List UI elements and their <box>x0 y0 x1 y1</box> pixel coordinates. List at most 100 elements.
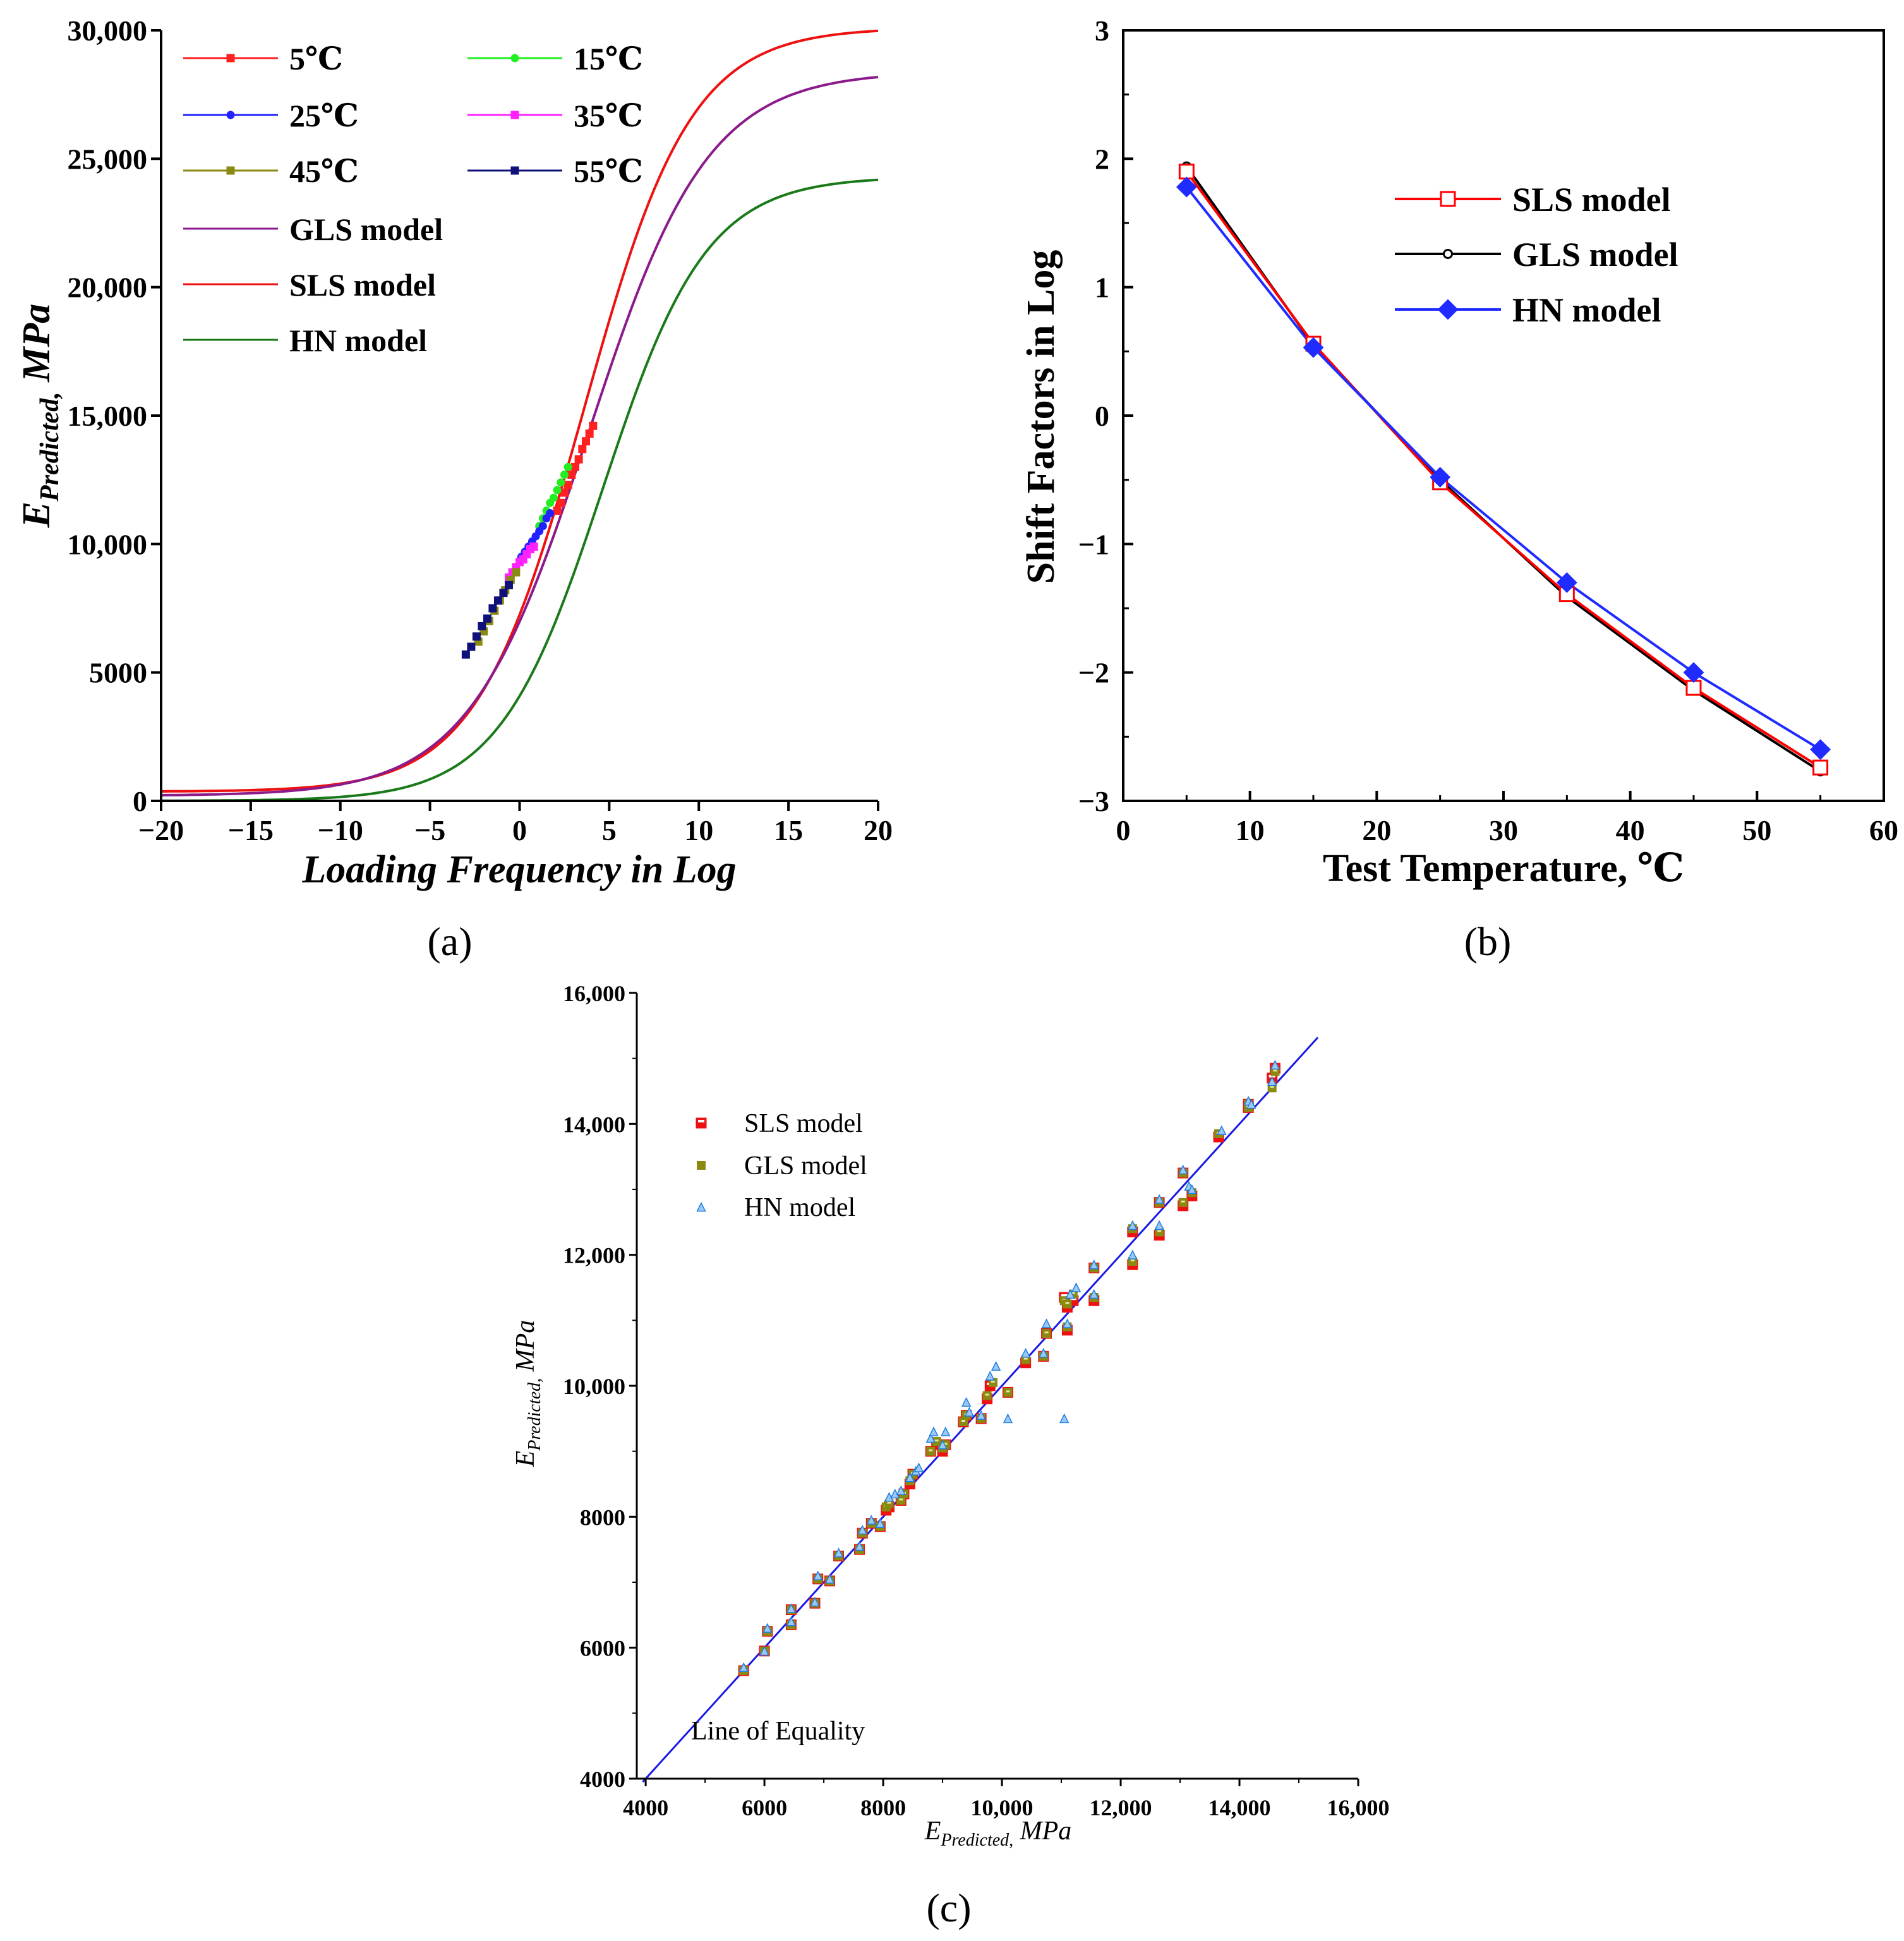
panel-a-point-0 <box>553 506 562 515</box>
panel-c-x-tick-label: 4000 <box>623 1795 668 1820</box>
panel-c-x-tick-label: 6000 <box>742 1795 787 1820</box>
panel-b-point-hn <box>1810 739 1831 760</box>
panel-a-y-tick-label: 25,000 <box>68 143 148 175</box>
panel-c-point-hn <box>941 1426 951 1436</box>
panel-a-legend-label: 25℃ <box>289 98 359 133</box>
panel-c-point-hn <box>1039 1347 1049 1358</box>
panel-c-point-gls-highlight <box>1023 1357 1028 1360</box>
panel-c-point-hn <box>1041 1318 1052 1328</box>
panel-b-chart: 0 10 20 30 40 50 60 −3 −2 −1 0 1 2 3 Test Temperatur… <box>1020 15 1898 890</box>
panel-c-point-hn <box>857 1524 867 1535</box>
panel-a-legend-label: 55℃ <box>574 153 643 189</box>
panel-c-data-points <box>738 1059 1280 1676</box>
panel-a-legend-label: 35℃ <box>574 98 643 133</box>
panel-c-point-hn <box>1267 1076 1277 1086</box>
panel-c-point-hn <box>1071 1282 1082 1292</box>
panel-c-y-tick-label: 16,000 <box>563 981 625 1006</box>
caption-b: (b) <box>1464 919 1512 964</box>
panel-c-point-hn <box>896 1485 906 1496</box>
svg-text:EPredicted, MPa: EPredicted, MPa <box>511 1320 545 1468</box>
panel-a-point-2 <box>546 509 555 518</box>
svg-text:EPredicted, MPa: EPredicted, MPa <box>15 304 64 529</box>
panel-c-point-gls-highlight <box>1270 1086 1274 1088</box>
panel-a-point-2 <box>538 522 547 531</box>
panel-b-y-tick-label: 1 <box>1095 272 1109 304</box>
panel-b-point-hn <box>1303 337 1324 358</box>
panel-b-series <box>1176 161 1831 777</box>
panel-a-point-0 <box>578 445 587 454</box>
panel-a-x-tick-label: 0 <box>512 814 527 846</box>
panel-a-point-0 <box>563 481 572 490</box>
panel-a-point-4 <box>512 568 521 577</box>
panel-c-y-tick-label: 8000 <box>580 1505 625 1530</box>
panel-b-point-hn <box>1683 662 1704 683</box>
panel-c-x-tick-label: 14,000 <box>1208 1795 1271 1820</box>
panel-b-x-tick-label: 20 <box>1362 814 1391 846</box>
panel-a-y-tick-label: 0 <box>133 785 147 817</box>
panel-c-point-gls-highlight <box>1157 1230 1162 1232</box>
panel-a-point-3 <box>529 542 538 551</box>
panel-c-annotation: Line of Equality <box>691 1717 865 1746</box>
panel-c-x-axis-label: EPredicted, MPa <box>924 1817 1072 1850</box>
panel-c-legend-label: SLS model <box>744 1109 863 1138</box>
panel-c-x-tick-label: 12,000 <box>1090 1795 1152 1820</box>
panel-c-point-hn <box>1178 1164 1188 1175</box>
panel-c-point-gls-highlight <box>1065 1302 1069 1304</box>
panel-a-x-ticks: −20 −15 −10 −5 0 5 10 15 20 <box>138 801 893 846</box>
panel-c-point-gls-highlight <box>985 1393 989 1396</box>
panel-c-y-axis-label: EPredicted, MPa <box>511 1320 545 1468</box>
panel-a-legend-label: 15℃ <box>574 41 643 76</box>
panel-c-point-hn <box>786 1616 797 1626</box>
panel-a-point-0 <box>560 488 569 497</box>
panel-b-x-ticks: 0 10 20 30 40 50 60 <box>1116 791 1898 846</box>
panel-b-x-tick-label: 50 <box>1742 814 1771 846</box>
panel-b-legend-marker <box>1437 299 1459 320</box>
panel-a-x-tick-label: 5 <box>602 814 617 846</box>
panel-c-point-hn <box>738 1662 749 1673</box>
panel-a-ylabel-main: E <box>15 502 58 528</box>
panel-a-point-1 <box>560 471 569 479</box>
panel-a-point-0 <box>574 455 583 464</box>
panel-a-y-tick-label: 20,000 <box>68 272 148 304</box>
panel-a-point-5 <box>461 650 470 659</box>
panel-c-point-gls-highlight <box>1006 1390 1010 1393</box>
panel-a-curve-hn <box>161 178 879 802</box>
panel-c-point-hn <box>1059 1413 1069 1424</box>
panel-c-point-gls-highlight <box>887 1501 891 1504</box>
panel-c-point-gls-highlight <box>1273 1069 1277 1072</box>
panel-c-line-of-equality <box>642 1037 1319 1783</box>
panel-a-point-5 <box>467 642 476 651</box>
panel-c-y-tick-label: 4000 <box>580 1767 625 1792</box>
panel-b-point-hn <box>1176 176 1197 198</box>
panel-a-legend-marker <box>510 54 519 63</box>
panel-c-y-tick-label: 14,000 <box>563 1112 625 1137</box>
panel-c-point-sls-highlight <box>1061 1294 1068 1297</box>
panel-a-y-ticks: 0 5000 10,000 15,000 20,000 25,000 30,000 <box>68 15 161 817</box>
panel-c-legend-marker-highlight <box>698 1120 704 1122</box>
panel-b-x-tick-label: 40 <box>1616 814 1645 846</box>
panel-a-x-tick-label: 15 <box>774 814 803 846</box>
panel-b-y-tick-label: 2 <box>1095 143 1109 175</box>
panel-c-point-gls-highlight <box>929 1449 933 1451</box>
panel-c-legend-marker <box>696 1201 706 1212</box>
panel-b-point-sls <box>1178 164 1195 180</box>
panel-c-ylabel-main: E <box>511 1451 540 1468</box>
panel-b-x-tick-label: 10 <box>1236 814 1265 846</box>
panel-a-point-5 <box>499 589 508 598</box>
panel-c-point-gls-highlight <box>991 1380 995 1383</box>
panel-c-x-tick-label: 10,000 <box>971 1795 1033 1820</box>
panel-c-point-hn <box>786 1603 797 1613</box>
panel-c-chart: 4000 6000 8000 10,000 12,000 14,000 16,000 400… <box>511 981 1390 1850</box>
panel-c-point-sls-highlight <box>1069 1297 1076 1301</box>
panel-c-y-ticks: 4000 6000 8000 10,000 12,000 14,000 16,000 <box>563 981 637 1792</box>
panel-a-point-5 <box>504 580 513 589</box>
panel-c-point-hn <box>985 1371 995 1381</box>
panel-b-x-tick-label: 0 <box>1116 814 1131 846</box>
caption-c: (c) <box>926 1885 971 1930</box>
panel-c-point-gls-highlight <box>934 1439 939 1442</box>
panel-b-legend-label: HN model <box>1512 291 1661 329</box>
panel-b-legend-marker <box>1440 191 1456 207</box>
panel-c-legend-label: HN model <box>744 1193 855 1222</box>
panel-a-point-0 <box>570 462 579 471</box>
